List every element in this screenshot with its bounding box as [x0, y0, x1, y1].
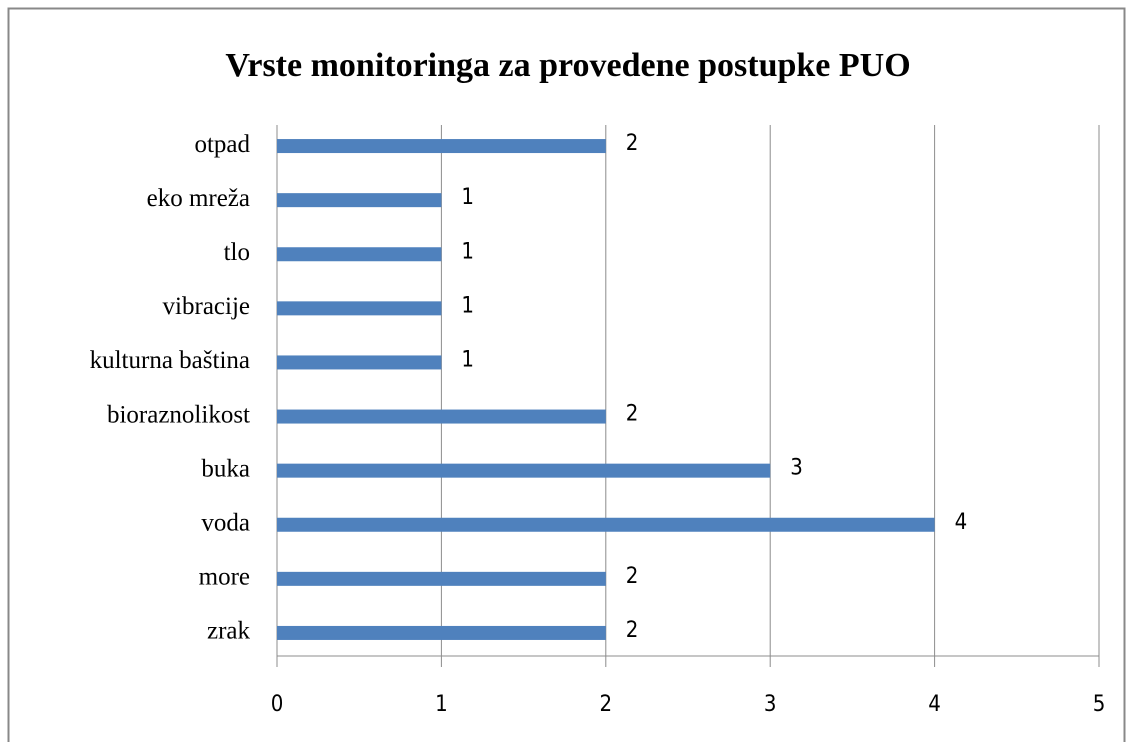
- bar: [277, 571, 606, 586]
- y-tick-label: vibracije: [163, 293, 250, 320]
- bar: [277, 409, 606, 424]
- data-label: 4: [955, 510, 968, 535]
- y-tick-label: eko mreža: [147, 185, 250, 212]
- bar: [277, 463, 771, 478]
- y-tick-label: more: [199, 564, 250, 591]
- y-tick-label: otpad: [194, 131, 250, 158]
- data-label: 1: [461, 239, 474, 264]
- bar: [277, 139, 606, 154]
- chart-title: Vrste monitoringa za provedene postupke …: [225, 47, 910, 84]
- y-tick-label: zrak: [207, 618, 251, 645]
- bar: [277, 301, 442, 316]
- chart-border: [7, 7, 1126, 742]
- bar: [277, 193, 442, 208]
- data-label: 1: [461, 347, 474, 372]
- x-tick-label: 0: [271, 692, 284, 717]
- y-tick-label: buka: [201, 455, 250, 482]
- data-label: 3: [790, 456, 803, 481]
- bar: [277, 355, 442, 370]
- data-label: 2: [626, 618, 639, 643]
- x-tick-label: 2: [600, 692, 613, 717]
- y-tick-label: voda: [201, 509, 250, 536]
- bar: [277, 517, 935, 532]
- x-tick-label: 5: [1093, 692, 1106, 717]
- x-tick-label: 1: [435, 692, 448, 717]
- data-label: 2: [626, 131, 639, 156]
- data-label: 2: [626, 402, 639, 427]
- x-tick-label: 4: [928, 692, 941, 717]
- data-label: 1: [461, 185, 474, 210]
- bar: [277, 247, 442, 262]
- data-label: 2: [626, 564, 639, 589]
- bar: [277, 625, 606, 640]
- data-label: 1: [461, 293, 474, 318]
- x-tick-label: 3: [764, 692, 777, 717]
- y-tick-label: kulturna baština: [90, 347, 250, 374]
- y-tick-label: tlo: [224, 239, 250, 266]
- y-tick-label: bioraznolikost: [107, 401, 250, 428]
